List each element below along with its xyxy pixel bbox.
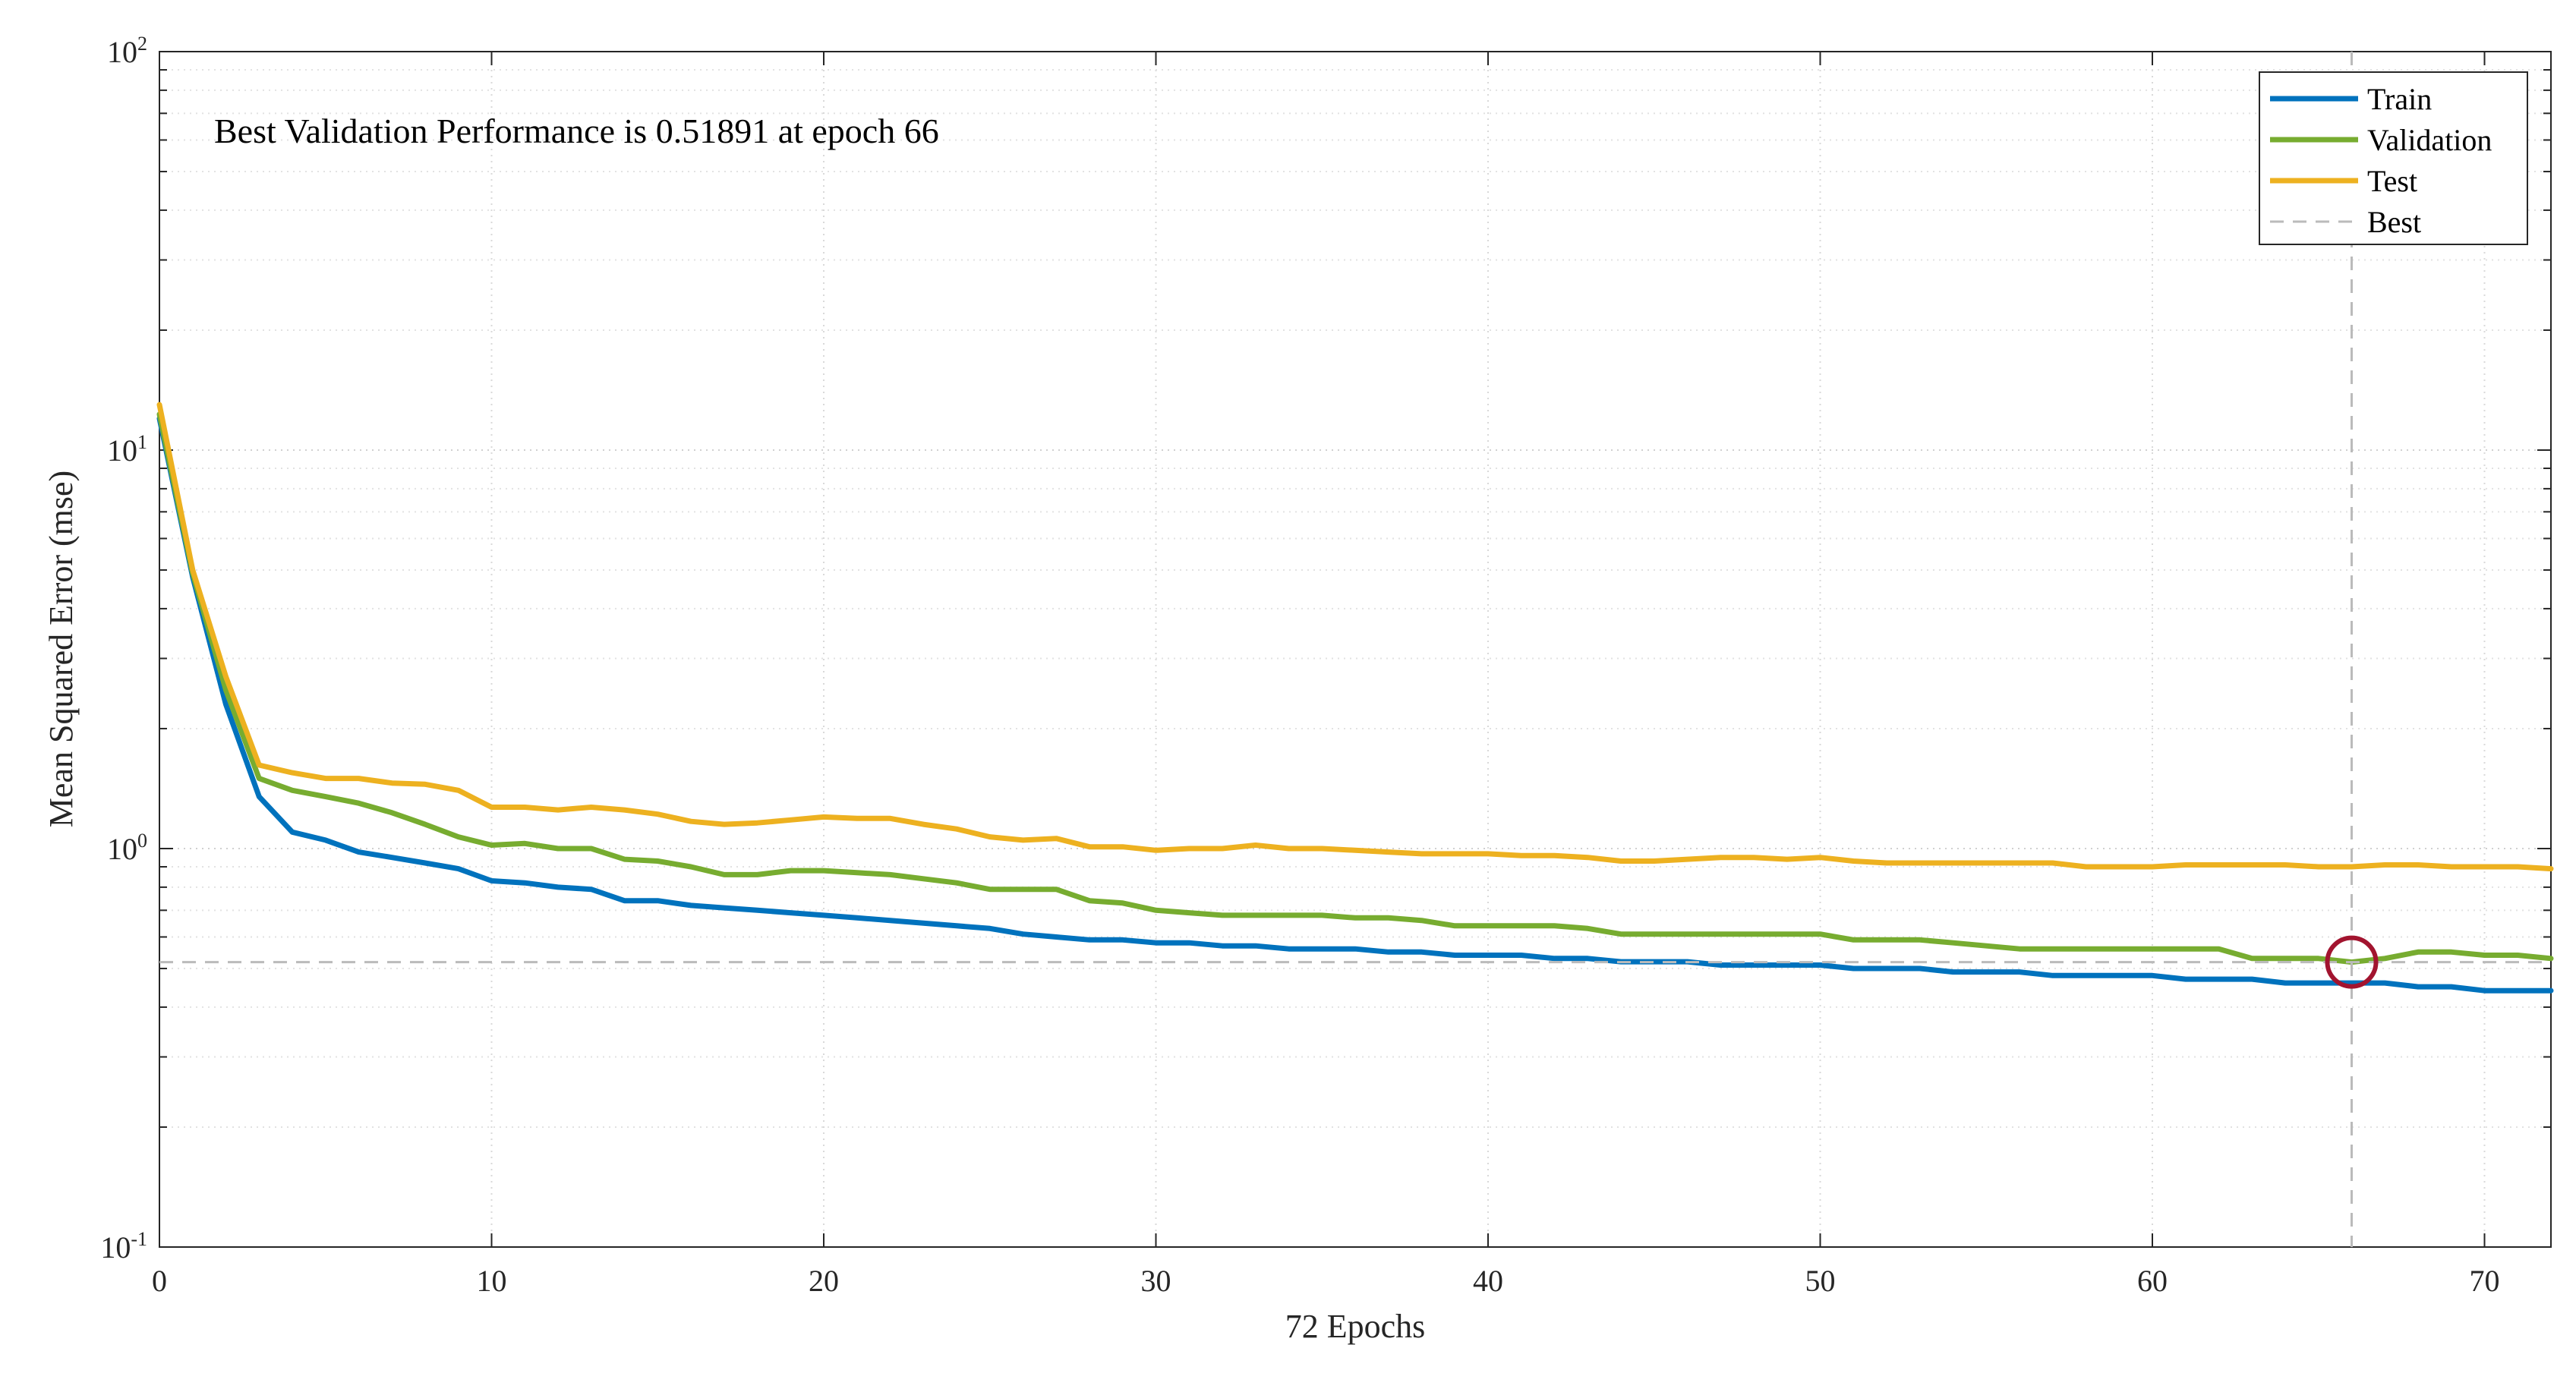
series-line-test (156, 402, 2554, 872)
y-tick-label: 10-1 (100, 1228, 147, 1264)
series-line-train (156, 415, 2554, 994)
legend-label-test: Test (2367, 164, 2417, 198)
x-tick-label: 10 (477, 1264, 507, 1298)
legend-label-best: Best (2367, 205, 2421, 239)
best-layer (159, 52, 2551, 1247)
y-tick-label: 101 (107, 431, 147, 468)
x-tick-label: 50 (1805, 1264, 1836, 1298)
series-line-validation (156, 411, 2554, 965)
legend-label-train: Train (2367, 82, 2432, 116)
y-tick-label: 100 (107, 830, 147, 866)
legend-label-validation: Validation (2367, 123, 2492, 157)
y-tick-label: 102 (107, 33, 147, 69)
x-tick-label: 60 (2137, 1264, 2168, 1298)
x-tick-label: 70 (2470, 1264, 2500, 1298)
best-point-marker (2325, 935, 2379, 989)
legend: Train Validation Test Best (2259, 71, 2528, 245)
x-tick-label: 0 (152, 1264, 167, 1298)
plot-frame (159, 51, 2552, 1248)
x-tick-label: 20 (809, 1264, 839, 1298)
best-validation-annotation: Best Validation Performance is 0.51891 a… (214, 112, 939, 150)
y-axis-label: Mean Squared Error (mse) (43, 471, 80, 827)
axis-ticks: 0 10 20 30 40 50 60 70 10-1 100 101 102 (100, 33, 2551, 1298)
x-tick-label: 40 (1473, 1264, 1503, 1298)
series-layer (156, 402, 2554, 994)
x-axis-label: 72 Epochs (1285, 1308, 1426, 1345)
x-tick-label: 30 (1141, 1264, 1171, 1298)
